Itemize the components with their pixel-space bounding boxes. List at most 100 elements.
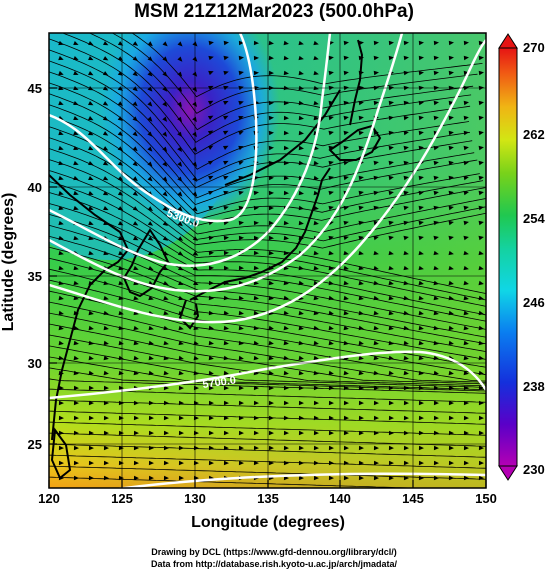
wind-arrow [388,40,394,46]
streamline [88,33,474,131]
honshu-coast [189,167,331,301]
wind-arrow [192,116,197,123]
wind-arrow [238,130,244,136]
wind-arrow [253,340,259,346]
wind-arrow [373,55,379,61]
wind-arrow [238,340,244,346]
wind-arrow [208,325,214,331]
wind-arrow [118,385,124,391]
wind-arrow [343,295,349,301]
wind-arrow [283,40,289,46]
wind-arrow [418,310,424,316]
cold-core [100,33,280,225]
wind-arrow [223,176,229,180]
wind-arrow [147,71,153,77]
wind-arrow [118,415,124,421]
y-tick-label: 30 [28,356,42,371]
wind-arrow [117,116,123,121]
wind-arrow [403,355,409,361]
wind-arrow [102,101,109,106]
wind-arrow [223,310,229,316]
wind-arrow [328,445,334,451]
wind-arrow [448,475,454,481]
wind-arrow [388,325,394,331]
streamline [61,33,472,143]
wind-arrow [193,266,199,271]
wind-arrow [163,445,169,451]
wind-arrow [373,475,379,481]
wind-arrow [328,70,334,76]
wind-arrow [433,340,439,346]
wind-arrow [358,175,364,181]
wind-arrow [192,131,197,138]
wind-arrow [178,460,184,466]
wind-arrow [358,400,364,406]
wind-arrow [268,220,274,226]
wind-arrow [283,220,289,226]
wind-arrow [373,355,379,361]
wind-arrow [283,385,289,391]
wind-arrow [103,250,109,256]
wind-arrow [283,445,289,451]
wind-arrow [238,160,244,166]
y-tick-label: 45 [28,81,42,96]
wind-arrow [373,295,379,301]
wind-arrow [253,355,259,361]
wind-arrow [403,340,409,346]
wind-arrow [223,205,229,211]
wind-arrow [448,250,454,256]
wind-arrow [132,56,138,61]
wind-arrow [133,460,139,466]
wind-arrow [328,385,334,391]
wind-arrow [388,250,394,256]
wind-arrow [132,146,138,152]
wind-arrow [358,475,364,481]
wind-arrow [478,340,484,346]
wind-arrow [418,250,424,256]
wind-arrow [418,475,424,481]
wind-arrow [478,55,484,61]
wind-arrow [103,385,109,391]
wind-arrow [358,295,364,301]
wind-arrow [148,340,154,346]
wind-arrow [343,130,349,136]
x-tick-label: 135 [257,491,279,506]
wind-arrow [343,445,349,451]
x-tick-label: 130 [184,491,206,506]
wind-arrow [463,205,469,211]
wind-arrow [118,340,124,346]
wind-arrow [448,310,454,316]
wind-arrow [433,415,439,421]
streamline [49,126,486,227]
wind-arrow [238,355,244,361]
sakhalin-coast [349,39,364,126]
wind-arrow [298,175,304,181]
wind-arrow [253,400,259,406]
wind-arrow [463,430,469,436]
x-tick-label: 145 [402,491,424,506]
wind-arrow [328,415,334,421]
wind-arrow [313,460,319,466]
wind-arrow [148,460,154,466]
wind-arrow [388,415,394,421]
wind-arrow [253,415,259,421]
wind-arrow [148,370,154,376]
wind-arrow [313,295,319,301]
wind-arrow [358,190,364,196]
wind-arrow [253,265,259,271]
wind-arrow [162,101,168,107]
wind-arrow [178,445,184,451]
wind-arrow [238,310,244,316]
wind-arrow [177,161,183,167]
wind-arrow [177,191,183,197]
wind-arrow [418,190,424,196]
wind-arrow [88,41,94,46]
wind-arrow [162,56,168,62]
wind-arrow [463,55,469,61]
wind-arrow [268,325,274,331]
wind-arrow [268,250,274,256]
wind-arrow [463,280,469,286]
wind-arrow [88,235,94,241]
wind-arrow [373,340,379,346]
wind-arrow [58,355,64,361]
